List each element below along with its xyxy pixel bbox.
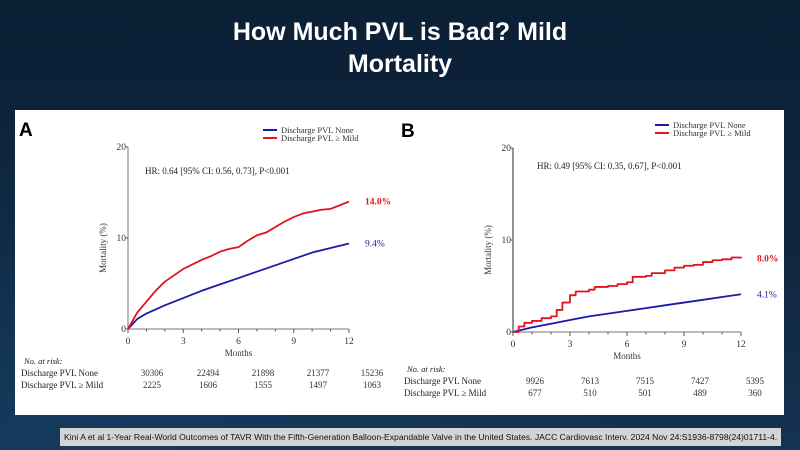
chart-a-y-tick-label: 10 bbox=[117, 234, 127, 244]
chart-a-risk-value: 22494 bbox=[197, 368, 220, 378]
chart-b-risk-value: 677 bbox=[528, 388, 542, 398]
chart-b-risk-value: 510 bbox=[583, 388, 597, 398]
chart-a-x-tick-label: 12 bbox=[344, 337, 354, 347]
slide-title: How Much PVL is Bad? Mild Mortality bbox=[0, 16, 800, 80]
chart-a-risk-value: 1606 bbox=[199, 380, 218, 390]
chart-a-series-pvl-none bbox=[127, 242, 350, 330]
chart-a-y-axis-label: Mortality (%) bbox=[98, 223, 108, 273]
chart-a-y-tick-label: 0 bbox=[121, 325, 126, 335]
chart-b-risk-heading: No. at risk: bbox=[406, 364, 446, 374]
slide-title-line-2: Mortality bbox=[347, 50, 453, 78]
chart-b-x-tick-label: 3 bbox=[568, 340, 573, 350]
chart-b-series-pvl-none bbox=[512, 293, 742, 333]
chart-a-risk-value: 2225 bbox=[143, 380, 162, 390]
chart-a-hr-annotation: HR: 0.64 [95% CI: 0.56, 0.73], P<0.001 bbox=[145, 166, 290, 176]
chart-a-risk-value: 15236 bbox=[361, 368, 384, 378]
chart-b-panel-label: B bbox=[401, 121, 415, 142]
chart-a-end-label: 14.0% bbox=[365, 198, 391, 208]
chart-b-x-tick-label: 6 bbox=[625, 340, 630, 350]
chart-b-y-tick-label: 20 bbox=[502, 144, 512, 154]
citation: Kini A et al 1-Year Real-World Outcomes … bbox=[60, 428, 781, 446]
chart-a-panel-label: A bbox=[19, 120, 33, 141]
chart-b-risk-value: 489 bbox=[693, 388, 707, 398]
chart-b-legend-label: Discharge PVL ≥ Mild bbox=[673, 128, 751, 138]
chart-a-risk-value: 1063 bbox=[363, 380, 382, 390]
chart-a-x-tick-label: 6 bbox=[236, 337, 241, 347]
chart-a-risk-row-label: Discharge PVL ≥ Mild bbox=[21, 380, 104, 390]
chart-b-risk-row-label: Discharge PVL None bbox=[404, 376, 481, 386]
chart-a-x-tick-label: 0 bbox=[126, 337, 131, 347]
chart-b-x-tick-label: 12 bbox=[736, 340, 746, 350]
chart-a-legend-label: Discharge PVL None bbox=[281, 125, 354, 135]
chart-b-risk-value: 7515 bbox=[636, 376, 655, 386]
chart-a-x-tick-label: 9 bbox=[291, 337, 296, 347]
chart-b-risk-value: 5395 bbox=[746, 376, 765, 386]
chart-a-risk-value: 1555 bbox=[254, 380, 273, 390]
chart-b-risk-value: 7427 bbox=[691, 376, 710, 386]
chart-a-y-tick-label: 20 bbox=[117, 143, 127, 153]
chart-b-x-axis-label: Months bbox=[613, 351, 641, 361]
chart-a-x-tick-label: 3 bbox=[181, 337, 186, 347]
chart-b-x-tick-label: 9 bbox=[682, 340, 687, 350]
chart-a-risk-value: 1497 bbox=[309, 380, 328, 390]
chart-b-risk-value: 501 bbox=[638, 388, 652, 398]
chart-b-hr-annotation: HR: 0.49 [95% CI: 0.35, 0.67], P<0.001 bbox=[537, 161, 682, 171]
chart-a-risk-value: 21898 bbox=[252, 368, 275, 378]
chart-b-y-tick-label: 0 bbox=[506, 328, 511, 338]
chart-a-risk-value: 30306 bbox=[141, 368, 164, 378]
chart-b-risk-value: 7613 bbox=[581, 376, 600, 386]
chart-b-y-axis-label: Mortality (%) bbox=[483, 225, 493, 275]
chart-a-risk-value: 21377 bbox=[307, 368, 330, 378]
chart-a-x-axis-label: Months bbox=[225, 348, 253, 358]
km-figure: A 0 3 6 9 12 0 10 20 Months Mortality (%) HR: 0.64 … bbox=[19, 120, 778, 398]
chart-b-legend-label: Discharge PVL None bbox=[673, 120, 746, 130]
chart-b-series-pvl-mild bbox=[513, 256, 742, 333]
chart-a-risk-heading: No. at risk: bbox=[23, 356, 63, 366]
chart-b-risk-row-label: Discharge PVL ≥ Mild bbox=[404, 388, 487, 398]
slide-title-line-1: How Much PVL is Bad? Mild bbox=[232, 18, 568, 46]
chart-b-risk-value: 360 bbox=[748, 388, 762, 398]
chart-b-y-tick-label: 10 bbox=[502, 236, 512, 246]
chart-a-end-label: 9.4% bbox=[365, 239, 385, 249]
chart-b-x-tick-label: 0 bbox=[511, 340, 516, 350]
chart-b-end-label: 4.1% bbox=[757, 290, 777, 300]
chart-b-risk-value: 9926 bbox=[526, 376, 545, 386]
chart-a-legend-label: Discharge PVL ≥ Mild bbox=[281, 133, 359, 143]
chart-a-risk-row-label: Discharge PVL None bbox=[21, 368, 98, 378]
figure-panel: A 0 3 6 9 12 0 10 20 Months Mortality (%) HR: 0.64 … bbox=[15, 110, 784, 415]
chart-b-end-label: 8.0% bbox=[757, 254, 778, 264]
chart-a-series-pvl-mild bbox=[127, 200, 350, 330]
